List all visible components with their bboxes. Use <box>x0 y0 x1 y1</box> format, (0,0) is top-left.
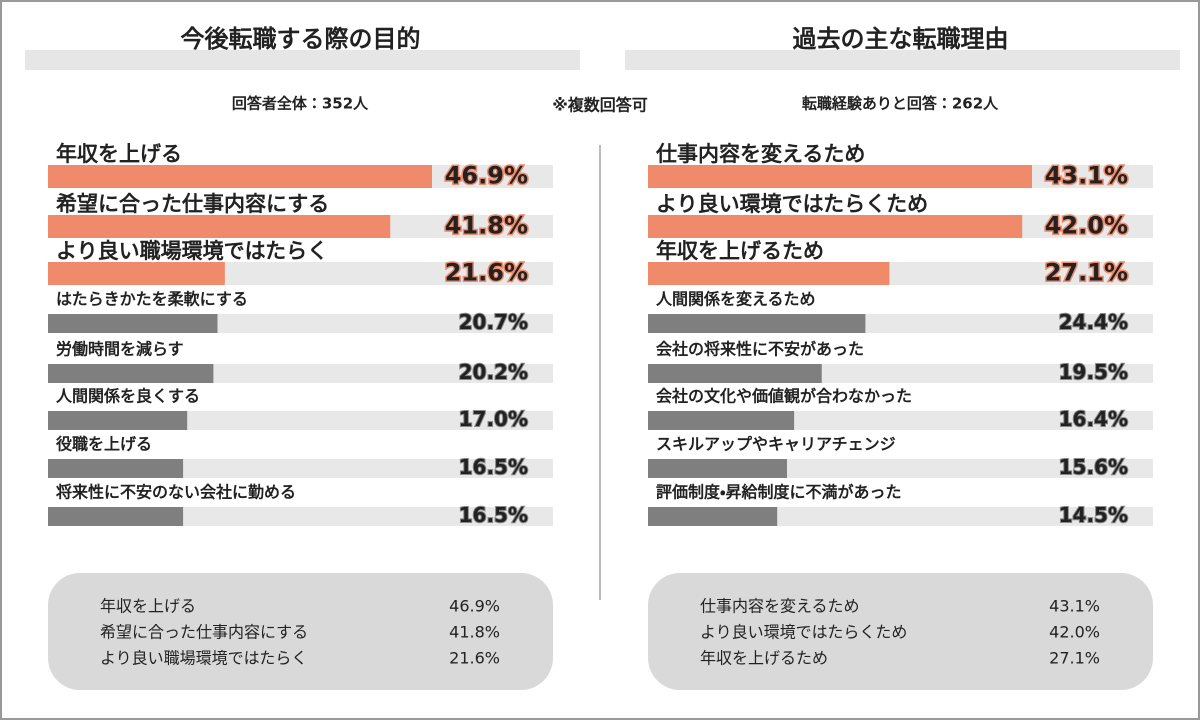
bar <box>48 262 225 285</box>
category-label: スキルアップやキャリアチェンジ <box>656 435 896 454</box>
chart-subtitle: 回答者全体：352人 <box>232 95 369 113</box>
summary-label: 年収を上げるため <box>700 649 828 668</box>
note: ※複数回答可 <box>552 96 648 115</box>
category-label: 仕事内容を変えるため <box>655 142 865 166</box>
bar <box>648 364 822 383</box>
bar <box>648 411 795 430</box>
summary-value: 27.1% <box>1049 649 1100 668</box>
category-label: 会社の将来性に不安があった <box>656 340 864 359</box>
category-label: より良い職場環境ではたらく <box>56 239 328 263</box>
category-label: 年収を上げる <box>56 142 182 166</box>
value-label: 15.6% <box>1059 455 1128 479</box>
category-label: 役職を上げる <box>55 435 152 454</box>
summary-label: 希望に合った仕事内容にする <box>100 623 308 642</box>
value-label: 24.4% <box>1059 310 1128 334</box>
summary-label: 仕事内容を変えるため <box>700 597 860 616</box>
summary-value: 42.0% <box>1049 623 1100 642</box>
bar <box>48 364 214 383</box>
summary-box <box>648 573 1153 690</box>
category-label: 年収を上げるため <box>656 239 824 263</box>
title-band <box>625 50 1180 70</box>
bar <box>648 314 866 333</box>
value-label: 43.1% <box>1045 162 1128 190</box>
category-label: はたらきかたを柔軟にする <box>56 290 248 309</box>
value-label: 16.5% <box>459 503 528 527</box>
bar <box>648 459 787 478</box>
value-label: 14.5% <box>1059 503 1128 527</box>
bar <box>648 507 778 526</box>
summary-value: 43.1% <box>1049 597 1100 616</box>
summary-box <box>48 573 553 690</box>
summary-label: より良い環境ではたらくため <box>700 623 907 642</box>
summary-label: 年収を上げる <box>100 597 196 616</box>
summary-value: 41.8% <box>449 623 500 642</box>
category-label: より良い環境ではたらくため <box>656 192 928 216</box>
bar <box>48 507 184 526</box>
value-label: 16.4% <box>1059 407 1128 431</box>
bar <box>48 411 188 430</box>
chart-title: 過去の主な転職理由 <box>793 25 1009 53</box>
value-label: 19.5% <box>1059 360 1128 384</box>
summary-value: 46.9% <box>449 597 500 616</box>
bar <box>48 215 391 238</box>
category-label: 評価制度・昇給制度に不満があった <box>656 483 901 502</box>
chart-title: 今後転職する際の目的 <box>181 25 421 53</box>
bar <box>648 215 1023 238</box>
value-label: 20.7% <box>459 310 528 334</box>
category-label: 希望に合った仕事内容にする <box>56 192 329 216</box>
bar <box>48 459 184 478</box>
value-label: 46.9% <box>445 162 528 190</box>
bar <box>48 314 218 333</box>
value-label: 21.6% <box>445 259 528 287</box>
summary-label: より良い職場環境ではたらく <box>100 649 307 668</box>
value-label: 27.1% <box>1045 259 1128 287</box>
category-label: 労働時間を減らす <box>56 340 184 359</box>
chart-subtitle: 転職経験ありと回答：262人 <box>802 95 999 113</box>
category-label: 人間関係を良くする <box>55 387 200 406</box>
bar <box>48 165 432 188</box>
bar <box>648 165 1032 188</box>
value-label: 20.2% <box>459 360 528 384</box>
value-label: 41.8% <box>445 212 528 240</box>
value-label: 17.0% <box>459 407 528 431</box>
value-label: 16.5% <box>459 455 528 479</box>
category-label: 将来性に不安のない会社に勤める <box>56 483 296 502</box>
category-label: 人間関係を変えるため <box>655 290 816 309</box>
category-label: 会社の文化や価値観が合わなかった <box>656 387 912 406</box>
summary-value: 21.6% <box>449 649 500 668</box>
value-label: 42.0% <box>1045 212 1128 240</box>
title-band <box>25 50 580 70</box>
bar <box>648 262 890 285</box>
